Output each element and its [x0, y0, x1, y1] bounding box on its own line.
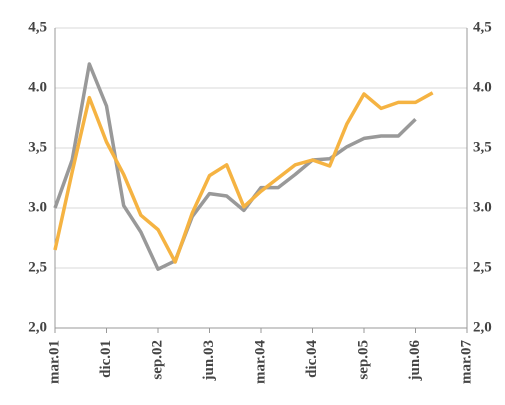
y-tick-label: 3,5 — [28, 139, 47, 155]
x-tick-label: jun.06 — [407, 340, 423, 382]
y-tick-label: 4,5 — [28, 19, 47, 35]
y2-tick-label: 4.0 — [473, 79, 492, 95]
y2-tick-label: 3.0 — [473, 199, 492, 215]
y2-tick-label: 3,5 — [473, 139, 492, 155]
y2-tick-label: 2,5 — [473, 259, 492, 275]
y-tick-label: 4.0 — [28, 79, 47, 95]
y2-tick-label: 2,0 — [473, 319, 492, 335]
x-tick-label: dic.01 — [98, 340, 114, 378]
y-tick-label: 3.0 — [28, 199, 47, 215]
x-tick-label: dic.04 — [304, 340, 320, 378]
x-tick-label: mar.01 — [46, 340, 62, 384]
y-tick-label: 2,0 — [28, 319, 47, 335]
x-tick-label: sep.05 — [355, 340, 371, 380]
x-tick-label: sep.02 — [149, 340, 165, 380]
y-tick-label: 2,5 — [28, 259, 47, 275]
x-tick-label: mar.04 — [252, 340, 268, 385]
series-line — [53, 91, 434, 264]
series-line — [53, 62, 417, 271]
x-tick-label: jun.03 — [201, 340, 217, 381]
x-tick-label: mar.07 — [458, 340, 474, 385]
y2-tick-label: 4,5 — [473, 19, 492, 35]
